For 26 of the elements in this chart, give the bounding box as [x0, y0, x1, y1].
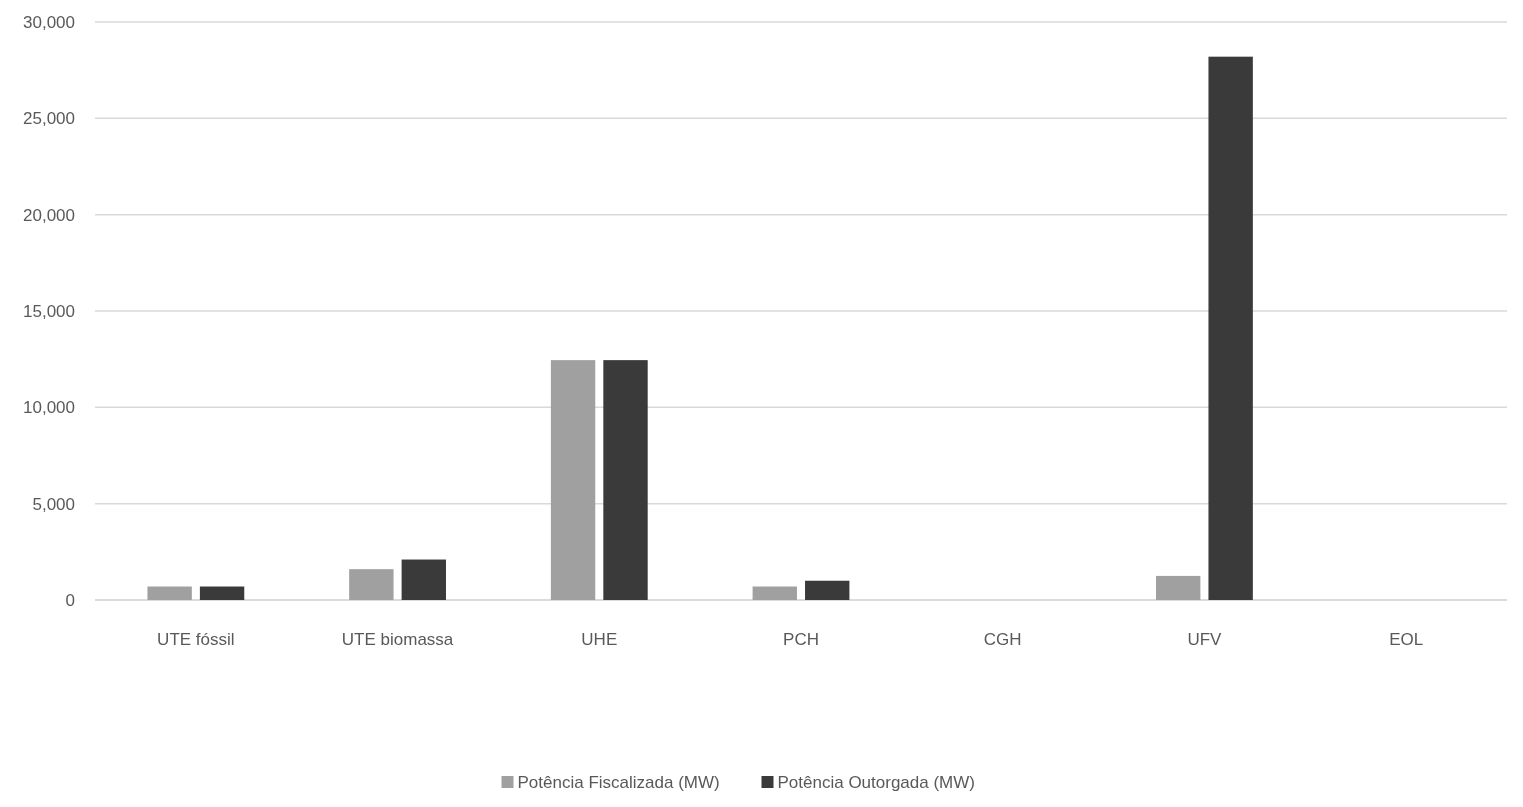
y-tick-label: 25,000: [23, 109, 75, 129]
bar: [1208, 56, 1253, 600]
bar: [550, 360, 596, 600]
x-tick-label: UTE biomassa: [341, 630, 454, 649]
x-tick-label: UFV: [1187, 630, 1223, 649]
x-tick-label: CGH: [983, 630, 1022, 649]
bar: [752, 586, 797, 600]
x-tick-label: UHE: [581, 630, 618, 649]
x-tick-label: PCH: [783, 630, 819, 649]
x-tick-label: EOL: [1389, 630, 1424, 649]
y-tick-label: 30,000: [23, 12, 75, 32]
bar: [199, 586, 245, 600]
bar: [401, 559, 446, 600]
y-tick-label: 20,000: [23, 205, 75, 225]
y-tick-label: 0: [65, 590, 75, 610]
bar: [805, 580, 850, 600]
y-tick-label: 15,000: [23, 301, 75, 321]
bar: [603, 360, 648, 600]
bar: [1156, 575, 1201, 600]
legend-label: Potência Fiscalizada (MW): [517, 773, 720, 792]
legend-label: Potência Outorgada (MW): [777, 773, 975, 792]
y-tick-label: 10,000: [23, 398, 75, 418]
y-tick-label: 5,000: [32, 494, 75, 514]
bar: [349, 569, 394, 600]
bar: [147, 586, 192, 600]
x-tick-label: UTE fóssil: [157, 630, 235, 649]
